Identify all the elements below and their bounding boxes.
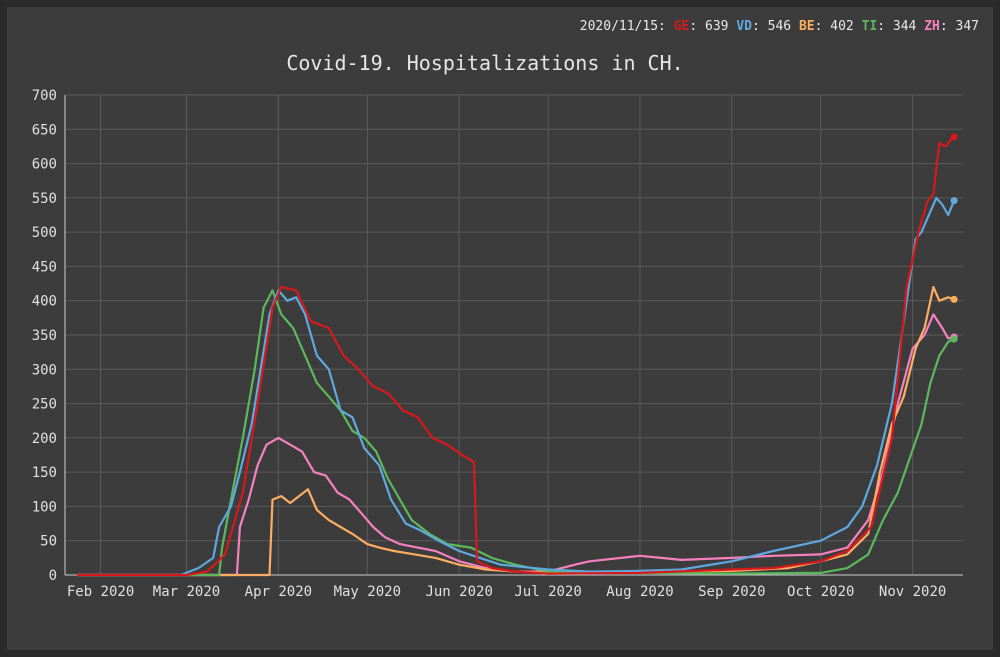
y-tick-label: 200	[32, 431, 57, 447]
readout-value: 546	[767, 19, 792, 34]
grid	[65, 94, 963, 576]
y-tick-label: 350	[32, 328, 57, 344]
chart-frame: 2020/11/15: GE: 639 VD: 546 BE: 402 TI: …	[7, 7, 993, 650]
y-tick-label: 100	[32, 499, 57, 515]
readout-value: 402	[830, 19, 854, 34]
y-tick-label: 700	[32, 88, 57, 104]
x-tick-label: Sep 2020	[698, 584, 765, 600]
y-tick-label: 50	[40, 534, 57, 550]
readout-entry-ti: TI: 344	[861, 19, 917, 34]
readout-entry-ge: GE: 639	[673, 19, 729, 34]
y-tick-label: 550	[32, 191, 57, 207]
x-tick-label: Nov 2020	[879, 584, 946, 600]
readout-value: 344	[892, 19, 917, 34]
series-line-ti	[76, 289, 955, 577]
x-tick-label: Aug 2020	[606, 584, 673, 600]
series-endpoint-be	[950, 295, 958, 303]
y-tick-label: 300	[32, 362, 57, 378]
series-endpoint-ge	[950, 133, 958, 141]
axes: 0 50 100 150 200 250 300 350 400 450 500 550 600 650 7…	[32, 88, 963, 600]
series-line-be	[76, 285, 955, 577]
y-tick-label: 600	[32, 157, 57, 173]
readout-date: 2020/11/15	[579, 19, 659, 34]
x-tick-label: Jul 2020	[514, 584, 581, 600]
readout-code: GE	[673, 19, 690, 34]
readout-code: VD	[736, 19, 752, 34]
x-tick-label: Mar 2020	[153, 584, 220, 600]
readout-entry-be: BE: 402	[798, 19, 854, 34]
y-tick-label: 250	[32, 397, 57, 413]
y-tick-label: 0	[49, 568, 57, 584]
chart-title: Covid-19. Hospitalizations in CH.	[286, 51, 683, 75]
x-tick-label: Apr 2020	[245, 584, 312, 600]
series-line-ge	[76, 135, 955, 577]
x-tick-label: Feb 2020	[67, 584, 134, 600]
latest-values-readout: 2020/11/15: GE: 639 VD: 546 BE: 402 TI: …	[579, 19, 979, 34]
readout-entries: GE: 639 VD: 546 BE: 402 TI: 344 ZH: 347	[674, 19, 979, 34]
x-tick-label: May 2020	[334, 584, 401, 600]
series-line-vd	[76, 196, 956, 577]
readout-value: 639	[705, 19, 729, 34]
y-tick-label: 650	[32, 122, 57, 138]
readout-code: TI	[861, 19, 878, 34]
readout-entry-vd: VD: 546	[736, 19, 792, 34]
y-tick-label: 400	[32, 294, 57, 310]
y-tick-label: 450	[32, 259, 57, 275]
x-tick-label: Oct 2020	[787, 584, 854, 600]
readout-entry-zh: ZH: 347	[924, 19, 979, 34]
series-line-zh	[76, 313, 955, 577]
y-tick-label: 500	[32, 225, 57, 241]
x-tick-label: Jun 2020	[425, 584, 492, 600]
readout-code: BE	[798, 19, 815, 34]
y-tick-label: 150	[32, 465, 57, 481]
series-lines	[76, 133, 958, 577]
readout-code: ZH	[924, 19, 940, 34]
series-endpoint-vd	[950, 197, 958, 205]
series-endpoint-ti	[950, 335, 958, 343]
readout-value: 347	[955, 19, 979, 34]
